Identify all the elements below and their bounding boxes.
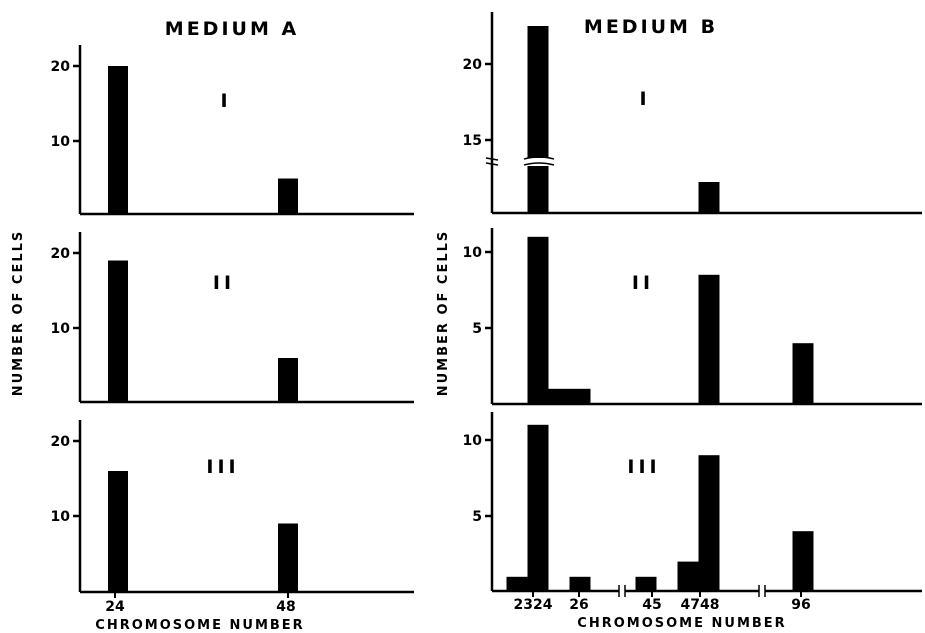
panel-label-a-1: I xyxy=(220,90,231,112)
bar xyxy=(792,531,814,591)
bar-break-mark xyxy=(523,156,555,160)
panel-label-a-3: III xyxy=(206,456,239,478)
y-tick-label: 15 xyxy=(463,133,482,149)
bar xyxy=(569,388,591,404)
y-tick-label: 10 xyxy=(463,433,483,449)
bar xyxy=(698,455,720,591)
y-tick-label: 20 xyxy=(463,57,483,73)
bar xyxy=(698,274,720,404)
axis-break-mark xyxy=(485,162,499,166)
x-tick-label: 26 xyxy=(569,597,588,613)
y-tick-label: 10 xyxy=(51,134,71,150)
x-axis-break-gap xyxy=(619,585,625,597)
chart-panel: 5 10 xyxy=(463,412,922,593)
bar xyxy=(677,561,699,591)
bar xyxy=(569,576,591,591)
chart-panel: 10 20 xyxy=(51,232,414,404)
chart-panel: 10 20 xyxy=(51,45,414,216)
panel-label-b-3: III xyxy=(627,456,660,478)
y-tick-label: 20 xyxy=(51,59,71,75)
y-tick-label: 10 xyxy=(463,245,483,261)
axis-break-mark xyxy=(485,157,499,161)
bar xyxy=(278,178,298,214)
bar xyxy=(108,260,128,402)
y-tick-label: 10 xyxy=(51,509,71,525)
bar xyxy=(278,358,298,402)
bar xyxy=(698,182,720,213)
y-tick-label: 20 xyxy=(51,434,71,450)
bar xyxy=(792,343,814,404)
panel-label-b-1: I xyxy=(639,88,650,110)
panel-label-a-2: II xyxy=(213,272,235,294)
bar xyxy=(527,236,549,404)
bar xyxy=(506,576,528,591)
y-tick-label: 20 xyxy=(51,246,71,262)
x-tick-label: 96 xyxy=(791,597,810,613)
medium-a-title: MEDIUM A xyxy=(165,18,299,40)
x-axis-label-a: CHROMOSOME NUMBER xyxy=(95,618,304,633)
y-axis-label-b: NUMBER OF CELLS xyxy=(436,230,451,397)
y-axis-label-a: NUMBER OF CELLS xyxy=(11,230,26,397)
x-tick-label: 2324 xyxy=(514,597,553,613)
x-axis-label-b: CHROMOSOME NUMBER xyxy=(577,616,786,631)
medium-b-title: MEDIUM B xyxy=(584,16,718,38)
bar xyxy=(635,576,657,591)
x-tick-label: 48 xyxy=(276,599,295,615)
y-tick-label: 10 xyxy=(51,321,71,337)
x-axis-break-gap xyxy=(759,585,765,597)
bar xyxy=(108,66,128,214)
chart-panel: 10 20 xyxy=(51,420,414,594)
bar xyxy=(108,471,128,592)
bar xyxy=(278,523,298,592)
y-tick-label: 5 xyxy=(472,321,482,337)
bar-break-gap xyxy=(524,158,554,166)
bar xyxy=(548,388,570,404)
panel-label-b-2: II xyxy=(632,272,654,294)
bar xyxy=(527,26,549,213)
x-tick-label: 4748 xyxy=(681,597,720,613)
x-tick-label: 45 xyxy=(642,597,661,613)
y-tick-label: 5 xyxy=(472,509,482,525)
chart-panel: 5 10 xyxy=(463,228,922,406)
bar-break-mark xyxy=(523,162,555,166)
x-tick-label: 24 xyxy=(105,599,125,615)
bar xyxy=(527,424,549,591)
